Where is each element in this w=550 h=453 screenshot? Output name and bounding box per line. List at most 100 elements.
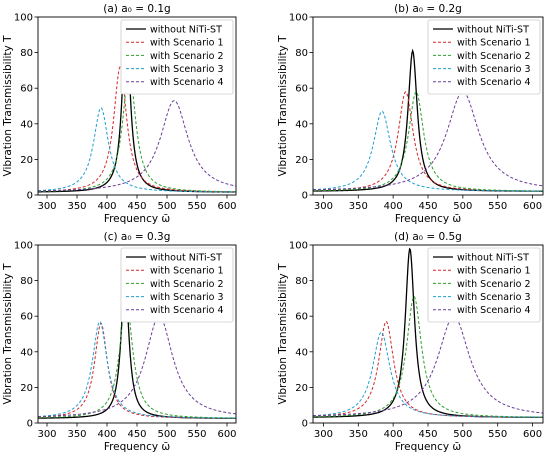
y-tick-label: 0	[302, 191, 308, 202]
x-axis-label: Frequency ω̄	[395, 441, 462, 453]
x-tick-label: 600	[523, 429, 542, 440]
x-tick-label: 350	[67, 429, 86, 440]
legend-label: with Scenario 1	[457, 38, 531, 49]
x-tick-label: 450	[418, 429, 437, 440]
x-tick-label: 500	[157, 201, 176, 212]
y-axis-label: Vibration Transmissibility T	[2, 35, 14, 177]
x-axis-label: Frequency ω̄	[104, 213, 171, 225]
y-tick-label: 40	[20, 119, 33, 130]
legend: without NiTi-ST with Scenario 1 with Scena…	[120, 247, 234, 323]
series-line-3	[38, 321, 236, 419]
series-line-1	[38, 66, 236, 193]
series-line-2	[38, 69, 236, 193]
y-axis-label: Vibration Transmissibility T	[277, 35, 289, 177]
x-tick-label: 550	[187, 201, 206, 212]
series-line-1	[38, 322, 236, 419]
chart-title: (a) a₀ = 0.1g	[103, 3, 170, 15]
y-tick-label: 20	[295, 383, 308, 394]
legend-label: with Scenario 1	[457, 266, 531, 277]
chart-title: (c) a₀ = 0.3g	[104, 231, 171, 243]
legend-label: without NiTi-ST	[457, 24, 529, 35]
x-tick-label: 400	[97, 201, 116, 212]
y-tick-label: 0	[302, 419, 308, 430]
series-line-2	[38, 299, 236, 419]
x-tick-label: 400	[384, 429, 403, 440]
series-line-3	[313, 331, 543, 418]
legend-label: with Scenario 4	[457, 305, 531, 316]
y-axis-label: Vibration Transmissibility T	[277, 263, 289, 405]
y-tick-label: 60	[20, 84, 33, 95]
series-line-3	[38, 107, 236, 193]
x-tick-label: 300	[37, 201, 56, 212]
y-tick-label: 40	[20, 347, 33, 358]
x-axis-label: Frequency ω̄	[395, 213, 462, 225]
legend-label: with Scenario 1	[150, 38, 224, 49]
x-tick-label: 500	[157, 429, 176, 440]
legend-label: with Scenario 3	[457, 64, 531, 75]
series-line-4	[38, 100, 236, 192]
legend-label: with Scenario 3	[150, 292, 224, 303]
series-line-4	[313, 315, 543, 417]
x-tick-label: 300	[314, 201, 333, 212]
x-tick-label: 550	[488, 201, 507, 212]
x-axis-label: Frequency ω̄	[104, 441, 171, 453]
y-tick-label: 20	[20, 383, 33, 394]
y-tick-label: 80	[295, 276, 308, 287]
y-tick-label: 100	[14, 241, 33, 252]
chart-panel-2: 300 350 400 450 500 550 600 0 20 40 60 80 100 (c) a₀ …	[2, 231, 237, 453]
y-tick-label: 60	[20, 312, 33, 323]
legend-label: with Scenario 2	[150, 51, 224, 62]
y-tick-label: 100	[14, 13, 33, 24]
legend-label: with Scenario 4	[150, 305, 224, 316]
chart-title: (d) a₀ = 0.5g	[394, 231, 462, 243]
x-tick-label: 500	[453, 429, 472, 440]
x-tick-label: 350	[67, 201, 86, 212]
x-tick-label: 400	[384, 201, 403, 212]
chart-panel-3: 300 350 400 450 500 550 600 0 20 40 60 80 100 (d) a₀ …	[277, 231, 544, 453]
x-tick-label: 450	[418, 201, 437, 212]
legend: without NiTi-ST with Scenario 1 with Scena…	[120, 19, 234, 95]
y-tick-label: 80	[20, 48, 33, 59]
x-tick-label: 400	[97, 429, 116, 440]
y-tick-label: 80	[295, 48, 308, 59]
y-axis-label: Vibration Transmissibility T	[2, 263, 14, 405]
y-tick-label: 40	[295, 347, 308, 358]
legend-label: with Scenario 4	[150, 77, 224, 88]
legend-label: with Scenario 4	[457, 77, 531, 88]
series-line-3	[313, 110, 543, 192]
y-tick-label: 0	[27, 191, 33, 202]
legend-box	[120, 247, 234, 323]
legend-label: with Scenario 3	[150, 64, 224, 75]
y-tick-label: 100	[289, 241, 308, 252]
legend-label: without NiTi-ST	[457, 252, 529, 263]
x-tick-label: 600	[523, 201, 542, 212]
series-line-2	[313, 91, 543, 192]
legend-box	[427, 247, 541, 323]
x-tick-label: 450	[127, 201, 146, 212]
legend-label: with Scenario 2	[457, 279, 531, 290]
x-tick-label: 300	[37, 429, 56, 440]
legend: without NiTi-ST with Scenario 1 with Scena…	[427, 19, 541, 95]
y-tick-label: 0	[27, 419, 33, 430]
chart-panel-1: 300 350 400 450 500 550 600 0 20 40 60 80 100 (b) a₀ …	[277, 3, 544, 225]
x-tick-label: 600	[217, 429, 236, 440]
series-line-4	[38, 315, 236, 418]
y-tick-label: 40	[295, 119, 308, 130]
y-tick-label: 20	[295, 155, 308, 166]
legend-label: without NiTi-ST	[150, 24, 222, 35]
x-tick-label: 350	[349, 429, 368, 440]
legend: without NiTi-ST with Scenario 1 with Scena…	[427, 247, 541, 323]
legend-box	[120, 19, 234, 95]
chart-panel-0: 300 350 400 450 500 550 600 0 20 40 60 80 100 (a) a₀ …	[2, 3, 237, 225]
chart-title: (b) a₀ = 0.2g	[394, 3, 462, 15]
x-tick-label: 550	[488, 429, 507, 440]
legend-label: without NiTi-ST	[150, 252, 222, 263]
x-tick-label: 500	[453, 201, 472, 212]
x-tick-label: 300	[314, 429, 333, 440]
x-tick-label: 600	[217, 201, 236, 212]
legend-box	[427, 19, 541, 95]
y-tick-label: 100	[289, 13, 308, 24]
y-tick-label: 60	[295, 312, 308, 323]
legend-label: with Scenario 2	[457, 51, 531, 62]
